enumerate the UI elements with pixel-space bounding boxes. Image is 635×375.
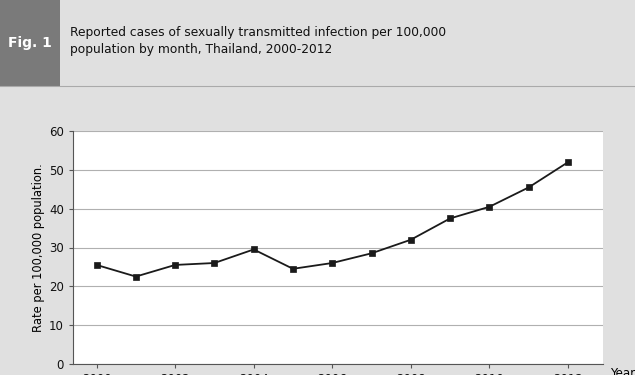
Text: Year: Year — [610, 366, 635, 375]
Text: Fig. 1: Fig. 1 — [8, 36, 52, 50]
Bar — [0, 0, 60, 86]
Y-axis label: Rate per 100,000 population.: Rate per 100,000 population. — [32, 163, 45, 332]
Text: Reported cases of sexually transmitted infection per 100,000
population by month: Reported cases of sexually transmitted i… — [70, 26, 446, 56]
